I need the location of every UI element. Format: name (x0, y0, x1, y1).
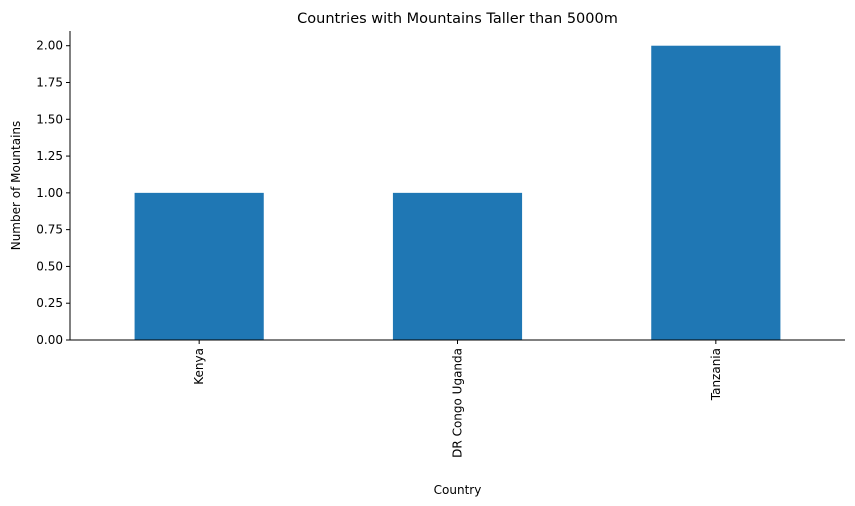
x-axis-label: Country (434, 483, 482, 497)
y-tick-label: 0.50 (36, 259, 63, 273)
chart-title: Countries with Mountains Taller than 500… (297, 11, 618, 27)
x-tick-label-kenya: Kenya (192, 348, 206, 385)
bar-kenya (134, 192, 264, 340)
bars-group (134, 45, 781, 340)
y-tick-label: 2.00 (36, 39, 63, 53)
y-tick-label: 0.00 (36, 333, 63, 347)
x-tick-label-dr-congo-uganda: DR Congo Uganda (451, 348, 465, 458)
x-tick-label-tanzania: Tanzania (709, 348, 723, 401)
y-axis-label: Number of Mountains (9, 121, 23, 251)
y-tick-label: 1.75 (36, 76, 63, 90)
y-tick-label: 1.50 (36, 112, 63, 126)
y-tick-label: 0.25 (36, 296, 63, 310)
y-tick-label: 0.75 (36, 223, 63, 237)
bar-tanzania (651, 45, 781, 340)
bar-dr-congo-uganda (392, 192, 523, 340)
x-axis-ticks: Kenya DR Congo Uganda Tanzania (192, 340, 723, 458)
y-axis-ticks: 0.00 0.25 0.50 0.75 1.00 1.25 1.50 1.75 2.00 (36, 39, 70, 347)
y-tick-label: 1.25 (36, 149, 63, 163)
y-tick-label: 1.00 (36, 186, 63, 200)
